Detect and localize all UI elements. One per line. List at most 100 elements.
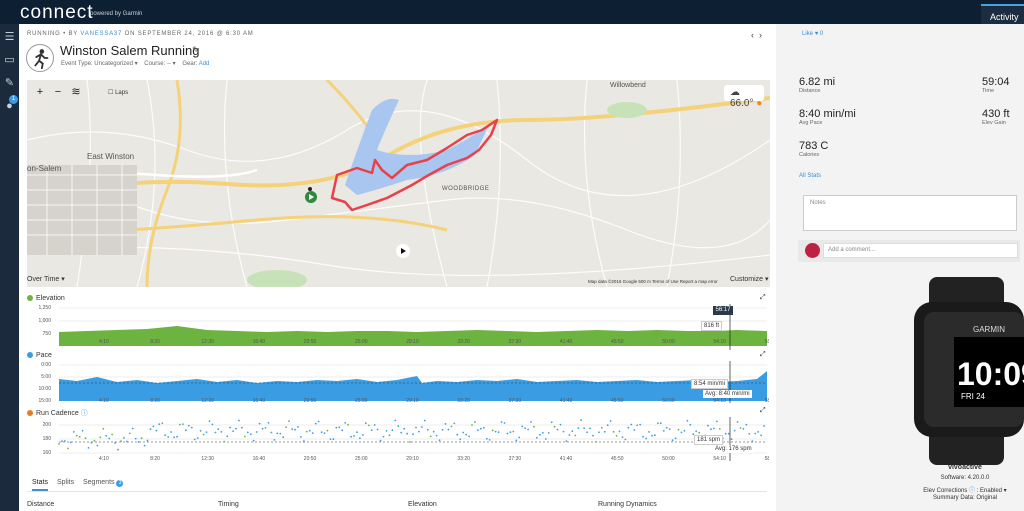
cadence-point bbox=[547, 432, 550, 434]
activity-map[interactable]: + − ≋ ☐ Laps ☁ 66.0° ● East Winston on-S… bbox=[27, 80, 770, 287]
user-link[interactable]: VANESSA37 bbox=[80, 31, 123, 37]
top-bar: connect powered by Garmin Activity bbox=[0, 0, 1024, 24]
cadence-point bbox=[710, 428, 712, 431]
layers-icon[interactable]: ≋ bbox=[71, 86, 81, 98]
cadence-point bbox=[75, 434, 78, 437]
cadence-point bbox=[161, 422, 164, 424]
info-icon[interactable]: ⓘ bbox=[80, 410, 88, 417]
cadence-point bbox=[506, 432, 509, 435]
customize-select[interactable]: Customize ▾ bbox=[730, 276, 769, 283]
elev-corrections: Elev Corrections ⓘ : Enabled ▾ bbox=[906, 485, 1024, 494]
cadence-point bbox=[388, 434, 391, 437]
cadence-point bbox=[698, 431, 701, 434]
cadence-point bbox=[686, 419, 689, 422]
laps-toggle[interactable]: ☐ Laps bbox=[108, 89, 128, 96]
cadence-point bbox=[164, 434, 167, 437]
cadence-point bbox=[727, 432, 730, 435]
laps-checkbox[interactable]: ☐ bbox=[108, 90, 114, 96]
all-stats-link[interactable]: All Stats bbox=[799, 173, 822, 179]
tab-stats[interactable]: Stats bbox=[32, 479, 48, 491]
comment-input[interactable]: Add a comment... bbox=[823, 243, 1018, 258]
event-type-select[interactable]: Event Type: Uncategorized bbox=[61, 61, 133, 67]
zoom-in-button[interactable]: + bbox=[36, 86, 44, 98]
y-tick-label: 200 bbox=[42, 422, 51, 428]
inbox-icon[interactable]: ▭ bbox=[4, 54, 15, 66]
course-select[interactable]: Course: -- bbox=[144, 61, 171, 67]
cadence-point bbox=[533, 425, 535, 428]
cadence-point bbox=[553, 425, 556, 428]
pace-chart[interactable] bbox=[27, 361, 769, 405]
cadence-point bbox=[716, 420, 718, 423]
time-tick-label: 45:50 bbox=[611, 456, 624, 462]
activity-title: Winston Salem Running bbox=[60, 43, 200, 58]
cadence-point bbox=[471, 424, 473, 426]
map-canvas[interactable] bbox=[27, 80, 770, 287]
cadence-point bbox=[689, 423, 692, 426]
expand-pace-icon[interactable]: ⤢ bbox=[760, 351, 766, 358]
like-button[interactable]: Like ♥ 0 bbox=[802, 31, 823, 37]
tab-segments[interactable]: Segments 3 bbox=[83, 479, 124, 487]
cadence-point bbox=[329, 438, 332, 440]
cadence-point bbox=[742, 428, 745, 430]
cadence-point bbox=[185, 429, 187, 432]
expand-cadence-icon[interactable]: ⤢ bbox=[760, 407, 766, 414]
cadence-point bbox=[347, 423, 349, 426]
tab-splits[interactable]: Splits bbox=[57, 479, 75, 486]
elevation-chart[interactable] bbox=[27, 304, 769, 352]
cadence-point bbox=[61, 440, 63, 443]
time-tick-label: 37:30 bbox=[509, 398, 522, 404]
cadence-point bbox=[603, 430, 606, 433]
cadence-point bbox=[270, 431, 273, 434]
cadence-point bbox=[353, 435, 355, 437]
cadence-point bbox=[114, 442, 116, 444]
activity-tab[interactable]: Activity bbox=[981, 4, 1024, 24]
elevation-title: Elevation bbox=[36, 295, 65, 302]
cadence-point bbox=[453, 422, 456, 425]
cadence-point bbox=[515, 439, 518, 442]
connect-logo[interactable]: connect bbox=[20, 2, 94, 23]
cadence-point bbox=[468, 435, 470, 438]
avatar bbox=[805, 243, 820, 258]
time-tick-label: 20:50 bbox=[304, 456, 317, 462]
cadence-point bbox=[500, 421, 503, 423]
cadence-point bbox=[648, 431, 650, 433]
cadence-chart[interactable] bbox=[27, 417, 769, 463]
cadence-point bbox=[332, 438, 335, 441]
cadence-point bbox=[400, 431, 403, 434]
cadence-point bbox=[373, 424, 376, 426]
time-tick-label: 8:20 bbox=[150, 398, 160, 404]
cadence-point bbox=[370, 429, 373, 431]
info-icon[interactable]: ⓘ bbox=[968, 488, 975, 494]
time-tick-label: 16:40 bbox=[253, 398, 266, 404]
cadence-point bbox=[246, 431, 249, 434]
menu-icon[interactable]: ☰ bbox=[4, 31, 15, 43]
cadence-point bbox=[282, 436, 285, 439]
time-tick-label: 37:30 bbox=[509, 456, 522, 462]
elev-corrections-select[interactable]: : Enabled ▾ bbox=[976, 488, 1007, 494]
summary-data: Summary Data: Original bbox=[932, 495, 998, 501]
cadence-point bbox=[527, 428, 529, 431]
map-attribution: Map data ©2016 Google 500 m Terms of Use… bbox=[588, 279, 718, 284]
stats-tabs: Stats Splits Segments 3 bbox=[27, 475, 767, 491]
map-label: Willowbend bbox=[610, 82, 646, 89]
time-tick-label: 58:20 bbox=[765, 339, 769, 345]
notes-field[interactable]: Notes bbox=[803, 195, 1017, 231]
y-tick-label: 15:00 bbox=[38, 398, 51, 404]
like-count: 0 bbox=[819, 31, 824, 37]
cadence-point bbox=[173, 436, 176, 439]
cadence-point bbox=[586, 431, 588, 434]
add-gear-link[interactable]: Add bbox=[198, 61, 210, 67]
cadence-average: Avg: 176 spm bbox=[713, 445, 754, 453]
right-panel: Like ♥ 0 6.82 mi Distance 59:04 Time 8:4… bbox=[776, 24, 1024, 511]
next-activity-icon[interactable]: › bbox=[759, 30, 763, 40]
prev-activity-icon[interactable]: ‹ bbox=[751, 30, 754, 40]
cadence-point bbox=[249, 433, 252, 436]
zoom-out-button[interactable]: − bbox=[54, 86, 62, 98]
cadence-point bbox=[503, 422, 506, 424]
profile-icon[interactable]: ● bbox=[6, 100, 13, 112]
connections-icon[interactable]: ✎ bbox=[4, 77, 15, 89]
time-range-select[interactable]: Over Time ▾ bbox=[27, 276, 65, 283]
edit-title-icon[interactable]: ✎ bbox=[192, 45, 200, 55]
expand-elevation-icon[interactable]: ⤢ bbox=[760, 294, 766, 301]
cadence-point bbox=[577, 427, 580, 429]
